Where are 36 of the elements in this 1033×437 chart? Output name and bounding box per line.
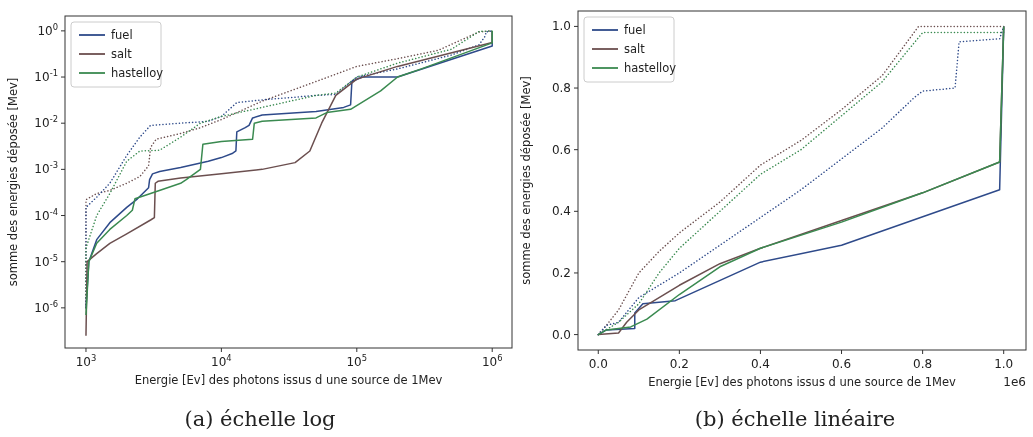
x-tick-label: 10$^{5}$ <box>346 353 368 369</box>
y-tick-label: 10$^{-6}$ <box>34 298 58 315</box>
legend-label: salt <box>624 42 646 56</box>
y-tick-label: 10$^{-3}$ <box>34 160 58 177</box>
x-tick-label: 0.6 <box>831 357 852 371</box>
y-tick-label: 10$^{0}$ <box>37 21 58 38</box>
x-axis-title: Energie [Ev] des photons issus d une source de 1Mev <box>648 375 956 389</box>
y-tick-label: 10$^{-4}$ <box>34 206 58 223</box>
x-tick-label: 10$^{3}$ <box>75 353 97 369</box>
y-tick-label: 0.0 <box>551 327 571 342</box>
y-tick-label: 0.6 <box>551 142 571 157</box>
y-tick-label: 0.4 <box>551 204 571 219</box>
text: 1e6 <box>1003 375 1026 389</box>
x-tick-label: 0.2 <box>669 357 689 371</box>
x-tick-label: 0.8 <box>913 357 933 371</box>
x-tick-label: 10$^{4}$ <box>211 353 232 369</box>
text: (a) échelle log <box>184 407 336 431</box>
y-axis-title: somme des energies déposée [Mev] <box>6 77 20 287</box>
x-tick-label: 0.4 <box>750 357 770 371</box>
y-tick-label: 0.8 <box>551 81 571 96</box>
y-axis-title: somme des energies déposée [Mev] <box>519 76 533 285</box>
y-tick-label: 10$^{-5}$ <box>34 252 58 269</box>
y-tick-label: 1.0 <box>551 19 571 34</box>
y-tick-label: 0.2 <box>551 265 571 280</box>
x-tick-label: 0.0 <box>588 357 608 371</box>
x-axis-title: Energie [Ev] des photons issus d une source de 1Mev <box>134 373 443 387</box>
legend-label: hastelloy <box>111 66 164 80</box>
x-tick-label: 10$^{6}$ <box>481 353 503 369</box>
y-tick-label: 10$^{-2}$ <box>34 114 58 131</box>
legend-label: fuel <box>624 23 646 37</box>
x-tick-label: 1.0 <box>994 357 1014 371</box>
y-tick-label: 10$^{-1}$ <box>34 68 58 85</box>
text: (b) échelle linéaire <box>694 407 896 431</box>
legend-label: salt <box>111 47 133 61</box>
legend-label: hastelloy <box>624 61 677 75</box>
legend-label: fuel <box>111 28 133 42</box>
